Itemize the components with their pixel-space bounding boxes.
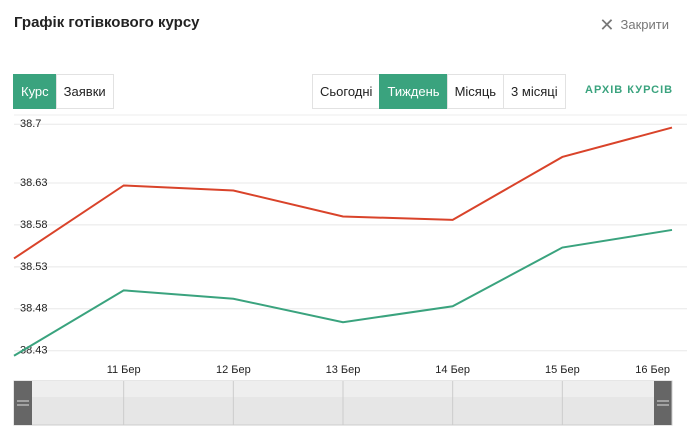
- archive-link[interactable]: АРХІВ КУРСІВ: [585, 84, 674, 96]
- navigator: [13, 380, 673, 426]
- nav-handle[interactable]: [654, 381, 672, 425]
- close-button[interactable]: ✕ Закрити: [599, 15, 669, 35]
- period-button[interactable]: Сьогодні: [312, 74, 381, 109]
- series-line: [13, 228, 673, 357]
- y-tick-label: 38.58: [20, 219, 48, 231]
- nav-handle[interactable]: [14, 381, 32, 425]
- y-tick-label: 38.53: [20, 261, 48, 273]
- x-tick-label: 13 Бер: [326, 364, 361, 376]
- tab[interactable]: Курс: [13, 74, 57, 109]
- tab[interactable]: Заявки: [55, 74, 114, 109]
- series-line: [13, 126, 673, 260]
- period-button[interactable]: Тиждень: [379, 74, 448, 109]
- x-tick-label: 16 Бер: [635, 364, 670, 376]
- close-label: Закрити: [620, 17, 669, 32]
- y-tick-label: 38.48: [20, 303, 48, 315]
- y-tick-label: 38.63: [20, 177, 48, 189]
- x-tick-label: 11 Бер: [107, 364, 141, 376]
- period-button[interactable]: 3 місяці: [503, 74, 566, 109]
- title: Графік готівкового курсу: [14, 14, 200, 31]
- period-button[interactable]: Місяць: [446, 74, 505, 109]
- y-tick-label: 38.7: [20, 118, 41, 130]
- x-tick-label: 14 Бер: [435, 364, 470, 376]
- x-tick-label: 12 Бер: [216, 364, 251, 376]
- x-tick-label: 15 Бер: [545, 364, 580, 376]
